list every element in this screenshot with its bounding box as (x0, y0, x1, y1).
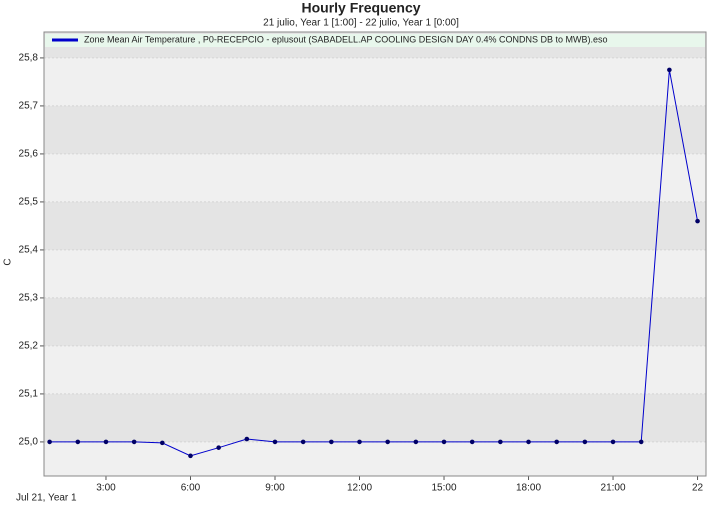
y-tick-label: 25,7 (19, 101, 39, 112)
point (131, 439, 137, 445)
x-tick-label: 6:00 (181, 483, 201, 494)
y-tick-label: 25,5 (19, 197, 39, 208)
point (188, 453, 193, 459)
x-tick-label: 9:00 (265, 483, 285, 494)
y-tick-label: 25,1 (19, 389, 39, 400)
x-tick-label: 18:00 (516, 483, 541, 494)
x-footer: Jul 21, Year 1 (16, 493, 77, 504)
point (526, 439, 531, 445)
point (47, 439, 52, 445)
x-tick-label: 22 (692, 483, 704, 494)
point (272, 439, 278, 445)
x-tick-label: 3:00 (96, 483, 116, 494)
point (75, 439, 81, 445)
point (329, 439, 334, 445)
y-tick-label: 25,4 (19, 245, 39, 256)
legend-label: Zone Mean Air Temperature , P0-RECEPCIO … (84, 34, 608, 44)
y-tick-label: 25,8 (19, 53, 39, 64)
plot-border (43, 31, 707, 477)
point (300, 439, 306, 445)
point (244, 436, 250, 442)
x-tick-label: 12:00 (347, 483, 372, 494)
y-tick-label: 25,6 (19, 149, 39, 160)
point (413, 439, 419, 445)
point (160, 440, 165, 446)
chart-title: Hourly Frequency (301, 0, 420, 16)
point (216, 445, 221, 450)
legend-box (45, 34, 705, 47)
y-tick-label: 25,0 (19, 437, 39, 448)
y-axis-label: C (3, 258, 14, 265)
point (554, 439, 559, 445)
point (695, 218, 700, 224)
grid-band (44, 201, 706, 250)
point (469, 439, 475, 445)
y-tick-label: 25,2 (19, 341, 39, 352)
point (357, 439, 362, 445)
point (638, 439, 644, 445)
chart-subtitle: 21 julio, Year 1 [1:00] - 22 julio, Year… (263, 18, 459, 29)
point (610, 439, 616, 445)
grid-band (44, 297, 706, 346)
point (498, 439, 503, 445)
point (582, 439, 588, 445)
grid-band (44, 393, 706, 442)
point (667, 67, 672, 73)
x-tick-label: 21:00 (601, 483, 626, 494)
line (49, 69, 699, 457)
point (103, 439, 109, 445)
x-tick-label: 15:00 (432, 483, 457, 494)
point (441, 439, 447, 445)
y-tick-label: 25,3 (19, 293, 39, 304)
grid-band (44, 105, 706, 154)
point (385, 439, 390, 445)
